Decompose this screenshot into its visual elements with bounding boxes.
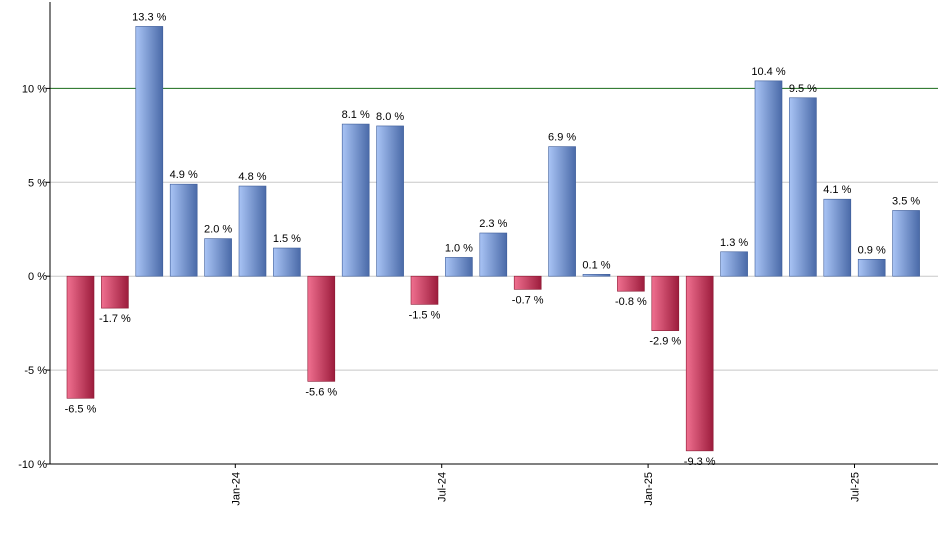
bar bbox=[307, 275, 336, 382]
bar-value-label: 10.4 % bbox=[751, 66, 785, 78]
bar-value-label: -9.3 % bbox=[684, 456, 716, 468]
bar bbox=[548, 146, 576, 277]
y-tick-label: 5 % bbox=[28, 177, 47, 189]
bar-value-label: 8.1 % bbox=[342, 109, 370, 121]
bar bbox=[685, 275, 714, 452]
bar bbox=[101, 275, 129, 309]
bar bbox=[273, 247, 301, 277]
bar-value-label: 13.3 % bbox=[132, 11, 166, 23]
bar bbox=[754, 80, 783, 277]
bar-value-label: -1.5 % bbox=[409, 309, 441, 321]
bar bbox=[617, 275, 645, 292]
x-tick-label: Jul-24 bbox=[437, 472, 449, 502]
x-tick-label: Jan-25 bbox=[643, 472, 655, 506]
y-tick-label: -5 % bbox=[24, 365, 47, 377]
y-tick-label: 0 % bbox=[28, 271, 47, 283]
bar bbox=[582, 274, 611, 277]
bar bbox=[445, 257, 473, 277]
bar-value-label: 2.0 % bbox=[204, 224, 232, 236]
bar bbox=[341, 123, 370, 277]
bar bbox=[857, 258, 886, 277]
bar bbox=[513, 275, 542, 290]
bar bbox=[892, 210, 920, 277]
bar-value-label: 9.5 % bbox=[789, 83, 817, 95]
bar bbox=[238, 185, 267, 277]
x-tick-label: Jul-25 bbox=[850, 472, 862, 502]
bar-value-label: 6.9 % bbox=[548, 132, 576, 144]
axis-layer: -10 % -5 % 0 % 5 % 10 % Jan-24 Jul-24 Jan-25 Jul… bbox=[18, 2, 938, 506]
bar-value-label: 4.9 % bbox=[170, 169, 198, 181]
bar bbox=[651, 275, 680, 331]
bar-value-label: -6.5 % bbox=[65, 403, 97, 415]
value-labels-layer: -6.5 % -1.7 % 13.3 % 4.9 % 2.0 % 4.8 % 1.5 % -5… bbox=[65, 11, 921, 467]
bar-value-label: 8.0 % bbox=[376, 111, 404, 123]
bar bbox=[789, 97, 817, 277]
bar-value-label: 1.3 % bbox=[720, 237, 748, 249]
bar bbox=[169, 183, 198, 277]
bar bbox=[410, 275, 439, 305]
bar-value-label: 0.9 % bbox=[858, 244, 886, 256]
bar bbox=[720, 251, 748, 277]
bar-value-label: 1.0 % bbox=[445, 242, 473, 254]
bar bbox=[823, 198, 852, 277]
bar bbox=[66, 275, 95, 399]
bar-value-label: -1.7 % bbox=[99, 313, 131, 325]
bar-value-label: 3.5 % bbox=[892, 195, 920, 207]
y-tick-label: 10 % bbox=[22, 83, 47, 95]
bar bbox=[376, 125, 404, 277]
bar bbox=[479, 232, 508, 277]
x-tick-label: Jan-24 bbox=[230, 472, 242, 506]
bar-value-label: -0.8 % bbox=[615, 296, 647, 308]
bar-value-label: -5.6 % bbox=[305, 386, 337, 398]
bar-value-label: 4.1 % bbox=[823, 184, 851, 196]
bar bbox=[204, 238, 232, 277]
bars-layer bbox=[66, 26, 920, 452]
bar-value-label: -2.9 % bbox=[649, 336, 681, 348]
bar-value-label: 1.5 % bbox=[273, 233, 301, 245]
bar bbox=[135, 26, 164, 277]
y-tick-label: -10 % bbox=[18, 459, 47, 471]
bar-value-label: 4.8 % bbox=[238, 171, 266, 183]
bar-value-label: 2.3 % bbox=[479, 218, 507, 230]
bar-value-label: -0.7 % bbox=[512, 294, 544, 306]
bar-value-label: 0.1 % bbox=[582, 259, 610, 271]
